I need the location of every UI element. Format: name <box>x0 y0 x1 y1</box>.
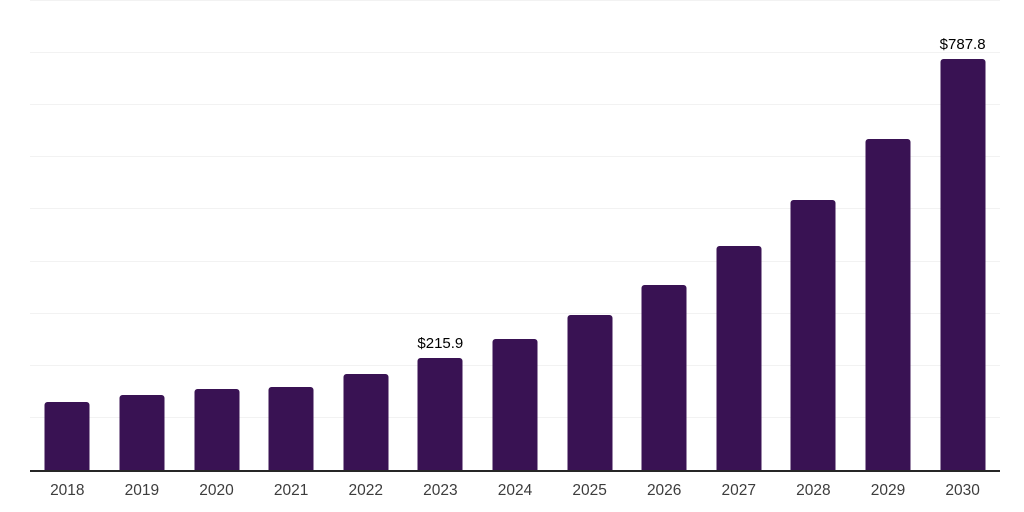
bar-value-label-2023: $215.9 <box>417 334 464 352</box>
bar-value-label-2030: $787.8 <box>939 36 986 54</box>
bar-2021 <box>268 387 314 470</box>
x-tick-label-2022: 2022 <box>348 482 383 499</box>
bar-2027 <box>716 246 762 470</box>
gridline-300 <box>30 312 1000 314</box>
bar-slot-2023: $215.9 <box>403 1 478 470</box>
bar-slot-2022 <box>328 1 403 470</box>
bar-slot-2025 <box>552 1 627 470</box>
bar-2029 <box>865 139 911 470</box>
bar-slot-2021 <box>254 1 329 470</box>
x-tick-label-2024: 2024 <box>497 482 533 499</box>
gridline-900 <box>30 0 1000 1</box>
gridline-700 <box>30 104 1000 106</box>
gridline-500 <box>30 208 1000 210</box>
x-tick-label-2025: 2025 <box>572 482 607 499</box>
x-tick-label-2028: 2028 <box>796 482 831 499</box>
x-axis-line <box>30 470 1000 472</box>
x-tick-label-2018: 2018 <box>50 482 85 499</box>
bar-2030 <box>940 59 986 470</box>
x-tick-label-2020: 2020 <box>199 482 234 499</box>
bar-slot-2018 <box>30 1 105 470</box>
bar-2022 <box>343 374 389 470</box>
bar-2020 <box>194 388 240 470</box>
gridline-400 <box>30 260 1000 262</box>
bar-slot-2020 <box>179 1 254 470</box>
x-tick-label-2019: 2019 <box>124 482 160 499</box>
bar-2026 <box>641 284 687 470</box>
bar-2019 <box>119 394 165 470</box>
bar-slot-2027 <box>701 1 776 470</box>
x-tick-label-2027: 2027 <box>721 482 757 499</box>
x-tick-label-2029: 2029 <box>870 482 906 499</box>
x-tick-label-2026: 2026 <box>646 482 682 499</box>
plot-area: $215.9 $787.8 <box>30 0 1000 470</box>
bar-slot-2028 <box>776 1 851 470</box>
gridline-600 <box>30 156 1000 158</box>
bars-row: $215.9 $787.8 <box>30 1 1000 470</box>
bar-slot-2026 <box>627 1 702 470</box>
bar-slot-2019 <box>105 1 180 470</box>
bar-slot-2030: $787.8 <box>925 1 1000 470</box>
x-tick-label-2023: 2023 <box>423 482 458 499</box>
bar-2025 <box>567 314 613 470</box>
gridline-800 <box>30 52 1000 54</box>
bar-slot-2029 <box>851 1 926 470</box>
bar-slot-2024 <box>478 1 553 470</box>
bar-2018 <box>44 402 90 470</box>
x-tick-label-2030: 2030 <box>945 482 980 499</box>
bar-2023 <box>417 357 463 470</box>
x-tick-label-2021: 2021 <box>273 482 309 499</box>
x-axis-labels: 2018 2019 2020 2021 2022 2023 2024 2025 2026 2027… <box>30 472 1000 510</box>
bar-2028 <box>790 199 836 470</box>
bar-2024 <box>492 338 538 470</box>
